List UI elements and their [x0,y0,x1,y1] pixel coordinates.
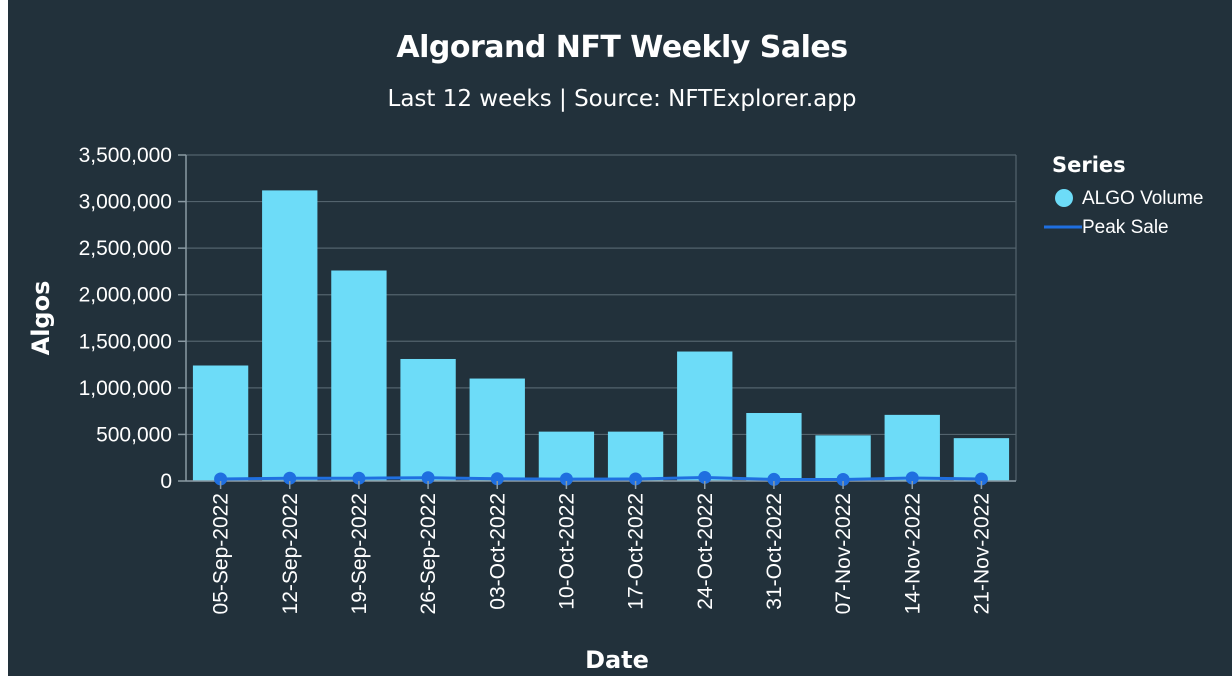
point-peak-sale [214,472,228,486]
legend-title: Series [1052,153,1126,177]
bar-algo-volume [331,270,387,481]
y-tick-label: 1,000,000 [79,377,172,400]
y-tick-label: 2,000,000 [79,284,172,307]
x-tick-label: 24-Oct-2022 [694,493,717,610]
point-peak-sale [767,472,781,486]
bar-algo-volume [884,414,940,481]
x-tick-label: 05-Sep-2022 [210,493,233,614]
point-peak-sale [629,472,643,486]
x-tick-label: 03-Oct-2022 [486,493,509,610]
chart-subtitle: Last 12 weeks | Source: NFTExplorer.app [387,86,857,112]
x-tick-label: 26-Sep-2022 [417,493,440,614]
x-axis-title: Date [585,646,649,674]
line-peak-sale [220,475,982,482]
legend-label-algo-volume: ALGO Volume [1082,188,1203,209]
bar-algo-volume [192,365,249,481]
legend-label-peak-sale: Peak Sale [1082,217,1169,238]
y-tick-label: 500,000 [96,423,172,446]
y-tick-label: 3,500,000 [79,144,172,167]
point-peak-sale [974,472,988,486]
y-tick-label: 2,500,000 [79,237,172,260]
point-peak-sale [352,471,366,485]
y-tick-label: 0 [160,470,172,493]
y-tick-label: 1,500,000 [79,330,172,353]
point-peak-sale [559,472,573,486]
point-peak-sale [490,472,504,486]
bar-algo-volume [400,358,456,481]
legend-swatch-algo-volume [1055,189,1073,207]
x-tick-label: 14-Nov-2022 [901,493,924,614]
x-tick-label: 19-Sep-2022 [348,493,371,614]
bar-algo-volume [677,351,733,481]
point-peak-sale [421,471,435,485]
point-peak-sale [698,470,712,484]
x-tick-label: 10-Oct-2022 [555,493,578,610]
y-axis-title: Algos [27,281,55,356]
x-tick-label: 21-Nov-2022 [970,493,993,614]
x-tick-label: 17-Oct-2022 [625,493,648,610]
bar-algo-volume [746,413,802,481]
point-peak-sale [283,471,297,485]
x-tick-label: 31-Oct-2022 [763,493,786,610]
y-tick-label: 3,000,000 [79,191,172,214]
chart-panel [8,0,1232,676]
point-peak-sale [836,473,850,487]
chart-title: Algorand NFT Weekly Sales [396,30,848,65]
bar-algo-volume [262,190,318,481]
x-tick-label: 12-Sep-2022 [279,493,302,614]
x-tick-label: 07-Nov-2022 [832,493,855,614]
bar-algo-volume [469,378,525,481]
point-peak-sale [905,471,919,485]
